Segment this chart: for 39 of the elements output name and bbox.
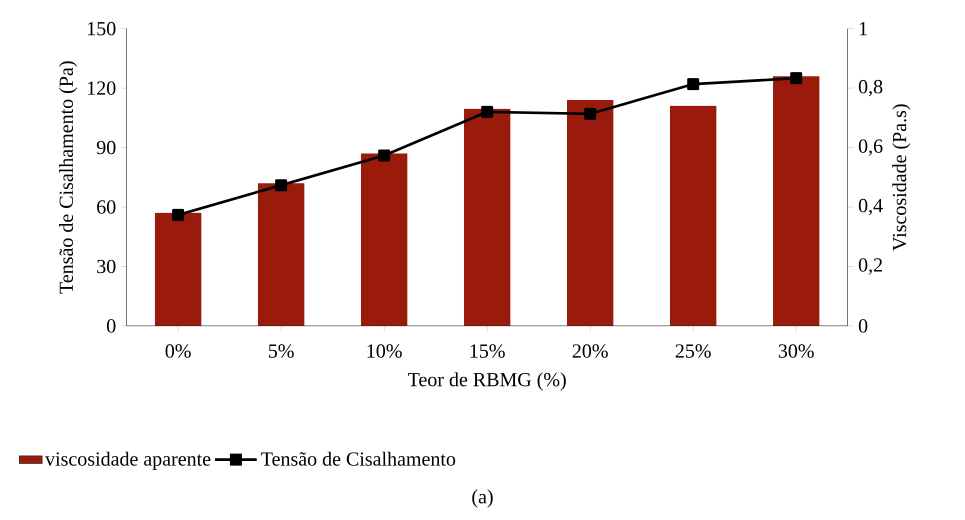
point [378,150,390,162]
x-tick-label: 25% [676,344,711,358]
bar [670,106,716,326]
bar [773,76,820,326]
y2-axis-title: Viscosidade (Pa.s) [892,104,910,251]
y2-tick-label: 0,2 [858,258,882,275]
point [790,72,802,84]
text: (a) [472,490,493,508]
y2-tick-label: 0,8 [858,80,882,96]
x-tick-label: 30% [778,344,814,358]
legend-label: Tensão de Cisalhamento [261,452,456,466]
y2-tick-label: 1 [860,22,867,36]
point [687,78,700,90]
point [584,108,596,120]
bar [154,213,202,326]
bar [258,183,304,326]
x-tick-label: 15% [470,344,505,358]
bar [360,154,408,326]
x-axis-title: Teor de RBMG (%) [408,372,566,391]
y2-tick-label: 0 [858,319,868,333]
y-tick-label: 150 [88,22,116,36]
point [275,179,288,192]
y-tick-label: 90 [96,140,116,154]
y-tick-label: 0 [106,319,116,333]
x-tick-label: 20% [572,344,608,358]
x-tick-label: 5% [268,344,294,358]
x-tick-label: 0% [166,344,191,358]
point [481,106,494,118]
point [172,209,184,222]
y-axis-title: Tensão de Cisalhamento (Pa) [58,61,78,294]
legend-label: viscosidade aparente [45,452,210,470]
y-tick-label: 30 [97,260,116,274]
y2-tick-label: 0,4 [858,198,883,216]
y2-tick-label: 0,6 [858,139,882,156]
y-tick-label: 60 [97,200,116,214]
x-tick-label: 10% [368,344,402,358]
y-tick-label: 120 [88,81,116,95]
bar [464,108,510,326]
bar [566,100,614,326]
